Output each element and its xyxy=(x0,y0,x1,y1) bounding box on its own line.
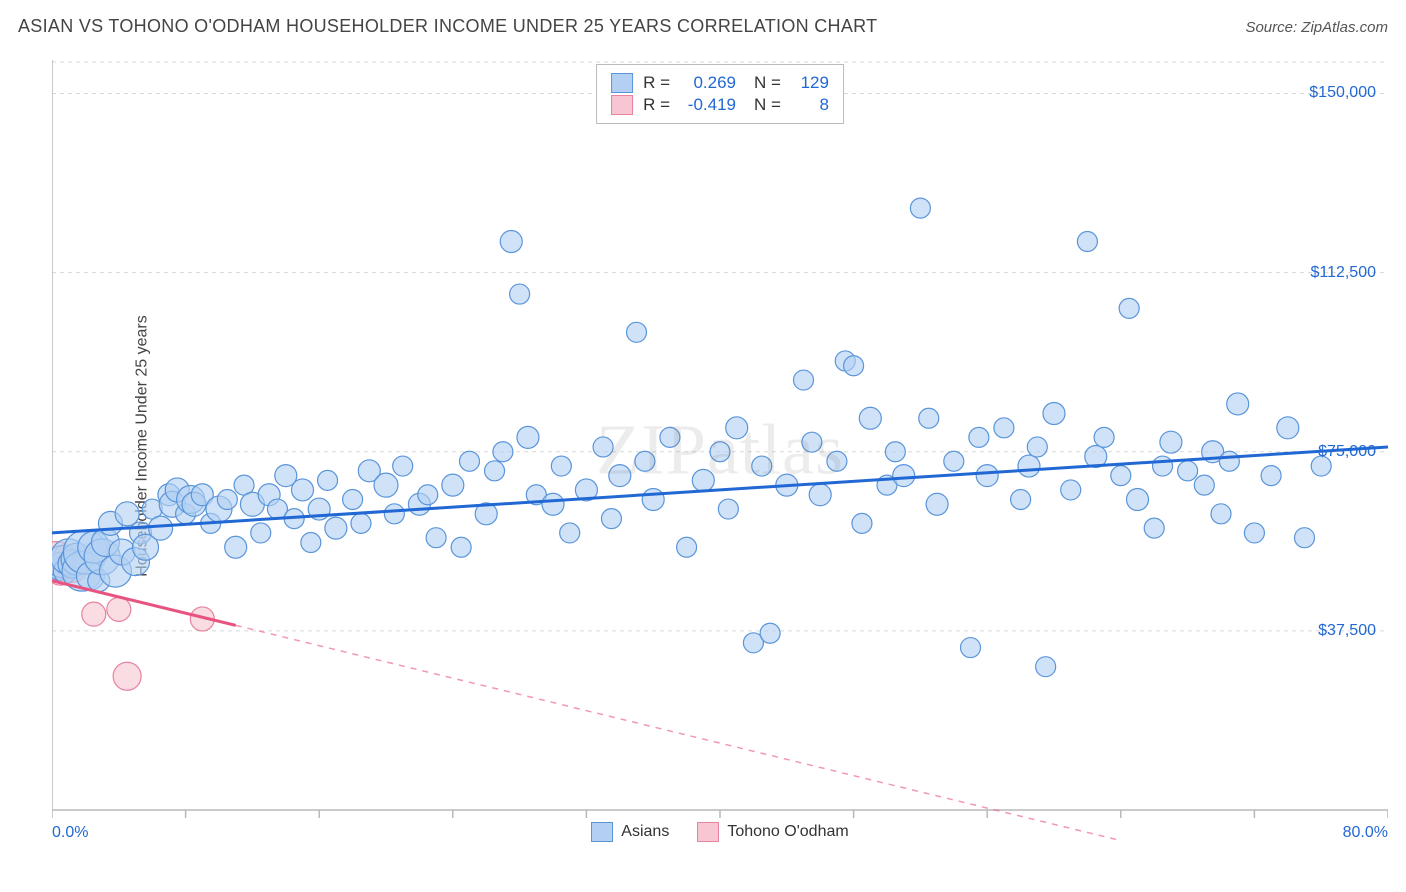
y-tick-label: $75,000 xyxy=(1318,443,1376,461)
stat-value-r: -0.419 xyxy=(680,95,736,115)
correlation-stats-box: R = 0.269 N = 129 R = -0.419 N = 8 xyxy=(596,64,844,124)
stats-row: R = -0.419 N = 8 xyxy=(611,95,829,115)
legend-swatch xyxy=(697,822,719,842)
chart-title: ASIAN VS TOHONO O'ODHAM HOUSEHOLDER INCO… xyxy=(18,16,877,37)
y-tick-label: $37,500 xyxy=(1318,622,1376,640)
series-swatch xyxy=(611,73,633,93)
legend-item: Asians xyxy=(591,822,669,842)
stat-label-n: N = xyxy=(754,73,781,93)
stat-value-r: 0.269 xyxy=(680,73,736,93)
legend-label: Asians xyxy=(621,823,669,841)
series-swatch xyxy=(611,95,633,115)
stat-value-n: 8 xyxy=(791,95,829,115)
legend: Asians Tohono O'odham xyxy=(52,822,1388,842)
legend-swatch xyxy=(591,822,613,842)
stats-row: R = 0.269 N = 129 xyxy=(611,73,829,93)
chart-area: ZIPatlas R = 0.269 N = 129 R = -0.419 N … xyxy=(52,60,1388,840)
stat-label-r: R = xyxy=(643,95,670,115)
y-tick-label: $112,500 xyxy=(1310,264,1376,282)
stat-label-r: R = xyxy=(643,73,670,93)
y-tick-label: $150,000 xyxy=(1309,84,1376,102)
source-attribution: Source: ZipAtlas.com xyxy=(1245,19,1388,36)
stat-value-n: 129 xyxy=(791,73,829,93)
scatter-chart-svg xyxy=(52,60,1388,840)
legend-label: Tohono O'odham xyxy=(727,823,848,841)
legend-item: Tohono O'odham xyxy=(697,822,848,842)
stat-label-n: N = xyxy=(754,95,781,115)
